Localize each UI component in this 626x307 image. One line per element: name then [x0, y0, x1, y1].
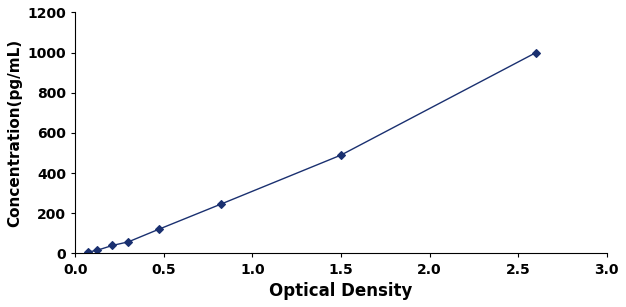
Y-axis label: Concentration(pg/mL): Concentration(pg/mL): [7, 39, 22, 227]
X-axis label: Optical Density: Optical Density: [269, 282, 413, 300]
